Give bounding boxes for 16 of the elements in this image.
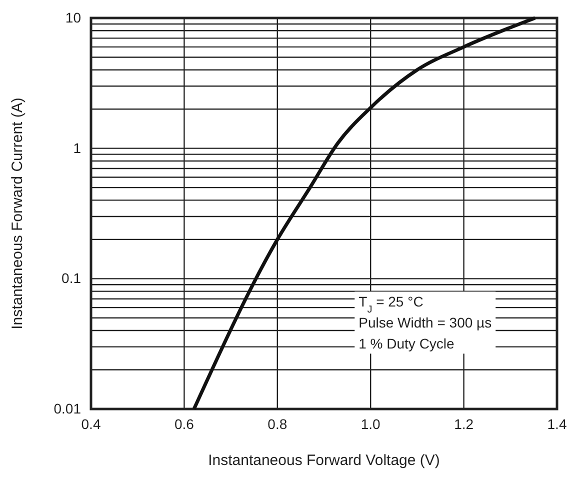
- x-tick-label: 0.6: [174, 416, 194, 432]
- x-tick-label: 0.4: [81, 416, 101, 432]
- x-axis-title: Instantaneous Forward Voltage (V): [208, 452, 440, 469]
- x-tick-label: 1.2: [454, 416, 474, 432]
- y-tick-label: 10: [65, 9, 82, 26]
- y-tick-label: 0.01: [54, 400, 82, 416]
- y-tick-label: 0.1: [62, 270, 82, 286]
- annotation: T$_{J}$ = 25 °C: [358, 294, 424, 316]
- x-tick-label: 1.0: [360, 416, 381, 432]
- line-series: [192, 16, 537, 411]
- y-tick-label: 1: [73, 140, 82, 156]
- y-axis-title: Instantaneous Forward Current (A): [9, 98, 26, 330]
- x-tick-label: 0.8: [268, 416, 288, 432]
- annotation: Pulse Width = 300 µs: [358, 314, 492, 331]
- annotation: 1 % Duty Cycle: [358, 336, 455, 352]
- x-tick-label: 1.4: [547, 416, 567, 432]
